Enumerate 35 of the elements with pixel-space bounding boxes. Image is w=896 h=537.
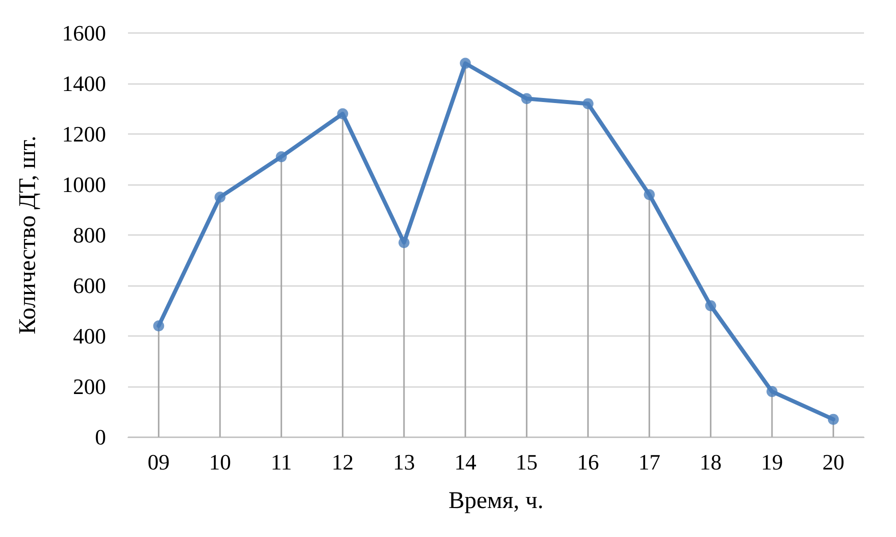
y-tick-label: 1600 [62,20,106,46]
x-tick-label: 17 [638,450,660,474]
x-tick-label: 18 [700,450,722,474]
x-axis-title: Время, ч. [448,488,544,514]
x-tick-label: 11 [270,450,292,474]
point [214,192,226,203]
point [828,414,839,425]
y-tick-label: 1200 [62,122,106,146]
x-tick-label: 19 [761,450,783,474]
y-axis-title: Количество ДТ, шт. [15,136,41,334]
x-tick-label: 15 [516,450,538,474]
point [337,108,348,120]
y-tick-label: 200 [73,374,106,399]
point [460,58,471,69]
y-tick-label: 600 [73,273,106,298]
point [644,189,655,200]
x-tick-label: 16 [577,450,599,474]
y-tick-label: 800 [73,222,106,248]
x-tick-label: 20 [822,450,844,474]
y-tick-label: 1000 [62,172,106,197]
point [398,237,410,248]
x-tick-label: 14 [454,450,476,474]
point [766,386,778,398]
point [582,98,594,110]
x-tick-label: 13 [393,450,415,474]
x-tick-label: 12 [332,450,354,474]
y-tick-label: 400 [73,324,106,348]
x-tick-label: 09 [148,450,170,474]
point [153,320,164,332]
point [705,300,716,312]
point [276,151,287,162]
y-tick-label: 0 [95,424,106,450]
point [521,93,532,104]
y-tick-label: 1400 [62,71,106,96]
x-tick-label: 10 [209,450,231,474]
